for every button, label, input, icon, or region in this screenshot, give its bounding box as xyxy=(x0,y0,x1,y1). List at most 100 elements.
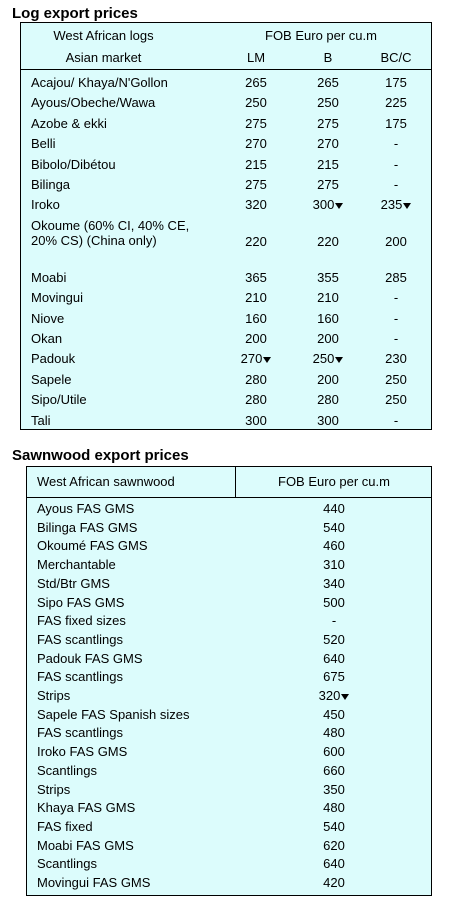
price: 365 xyxy=(245,269,267,285)
row-label: FAS scantlings xyxy=(37,725,123,741)
price: 250 xyxy=(385,371,407,387)
price: 275 xyxy=(245,115,267,131)
row-label: Khaya FAS GMS xyxy=(37,800,136,816)
price: 480 xyxy=(323,725,345,741)
divider xyxy=(21,69,431,70)
row-label: Sipo FAS GMS xyxy=(37,594,125,610)
price: 340 xyxy=(323,575,345,591)
header: FOB Euro per cu.m xyxy=(265,28,377,43)
row-label: Azobe & ekki xyxy=(31,115,107,131)
row-label: Padouk xyxy=(31,351,76,367)
price: 350 xyxy=(323,781,345,797)
price: 250 xyxy=(293,351,363,366)
sawn-table: West African sawnwood FOB Euro per cu.m … xyxy=(26,466,432,896)
price: 215 xyxy=(245,156,267,172)
price: 320 xyxy=(245,197,267,213)
price: 600 xyxy=(323,744,345,760)
row-label: Scantlings xyxy=(37,762,97,778)
price: 175 xyxy=(385,75,407,90)
price: 200 xyxy=(385,233,407,249)
row-label: Iroko FAS GMS xyxy=(37,744,128,760)
column-header: LM xyxy=(246,50,266,65)
price: 265 xyxy=(317,75,339,90)
price: 175 xyxy=(385,115,407,131)
price: 270 xyxy=(245,136,267,152)
price: 250 xyxy=(245,95,267,111)
price: 225 xyxy=(385,95,407,111)
row-label: Okan xyxy=(31,331,63,346)
price: 450 xyxy=(323,706,345,722)
price: 200 xyxy=(317,371,339,387)
row-label: Sapele xyxy=(31,371,72,387)
header: Asian market xyxy=(65,50,142,65)
price: 320 xyxy=(236,688,432,703)
row-label: Sipo/Utile xyxy=(31,392,87,408)
price: 310 xyxy=(323,557,345,573)
price: 200 xyxy=(317,331,339,346)
header: FOB Euro per cu.m xyxy=(278,474,390,489)
price: - xyxy=(393,177,399,192)
divider xyxy=(235,467,236,497)
price: - xyxy=(331,613,337,629)
row-label: Std/Btr GMS xyxy=(37,575,110,591)
price: 235 xyxy=(361,197,431,212)
row-label: FAS fixed xyxy=(37,818,93,834)
price: - xyxy=(393,412,399,428)
price: 675 xyxy=(323,669,345,685)
row-label: Iroko xyxy=(31,197,60,213)
price: 540 xyxy=(323,818,345,834)
price: 220 xyxy=(317,233,339,249)
price: 220 xyxy=(245,233,267,249)
price: 210 xyxy=(245,290,267,306)
price: - xyxy=(393,331,399,346)
price: 160 xyxy=(317,310,339,326)
column-header: B xyxy=(323,50,333,65)
price: 160 xyxy=(245,310,267,326)
row-label: Bilinga FAS GMS xyxy=(37,519,138,535)
row-label: Ayous FAS GMS xyxy=(37,501,135,516)
price: 540 xyxy=(323,519,345,535)
row-label: Okoume (60% CI, 40% CE, 20% CS) (China o… xyxy=(31,217,190,248)
row-label: Okoumé FAS GMS xyxy=(37,538,148,554)
divider xyxy=(27,497,431,498)
row-label: Strips xyxy=(37,781,71,797)
row-label: Merchantable xyxy=(37,557,116,573)
price: 300 xyxy=(245,412,267,428)
price: 460 xyxy=(323,538,345,554)
price: 520 xyxy=(323,631,345,647)
price: 280 xyxy=(245,371,267,387)
price: 250 xyxy=(317,95,339,111)
price: 275 xyxy=(317,115,339,131)
price: - xyxy=(393,290,399,306)
price: 280 xyxy=(317,392,339,408)
price: 200 xyxy=(245,331,267,346)
log-table: West African logs Asian market FOB Euro … xyxy=(20,22,432,430)
header: West African logs xyxy=(53,28,154,43)
price: 270 xyxy=(221,351,291,366)
price: 270 xyxy=(317,136,339,152)
row-label: Strips xyxy=(37,688,71,703)
row-label: FAS scantlings xyxy=(37,631,123,647)
price: 210 xyxy=(317,290,339,306)
price: 285 xyxy=(385,269,407,285)
row-label: Scantlings xyxy=(37,856,97,872)
price: 420 xyxy=(323,875,345,890)
row-label: Moabi xyxy=(31,269,67,285)
price: 620 xyxy=(323,837,345,853)
row-label: Tali xyxy=(31,412,51,428)
row-label: FAS fixed sizes xyxy=(37,613,126,629)
row-label: Moabi FAS GMS xyxy=(37,837,134,853)
price: - xyxy=(393,156,399,172)
row-label: Niove xyxy=(31,310,65,326)
row-label: Acajou/ Khaya/N'Gollon xyxy=(31,75,168,90)
row-label: Bibolo/Dibétou xyxy=(31,156,116,172)
price: 480 xyxy=(323,800,345,816)
price: 440 xyxy=(323,501,345,516)
row-label: Ayous/Obeche/Wawa xyxy=(31,95,156,111)
row-label: Padouk FAS GMS xyxy=(37,650,143,666)
price: 275 xyxy=(317,177,339,192)
price: - xyxy=(393,310,399,326)
row-label: Bilinga xyxy=(31,177,71,192)
